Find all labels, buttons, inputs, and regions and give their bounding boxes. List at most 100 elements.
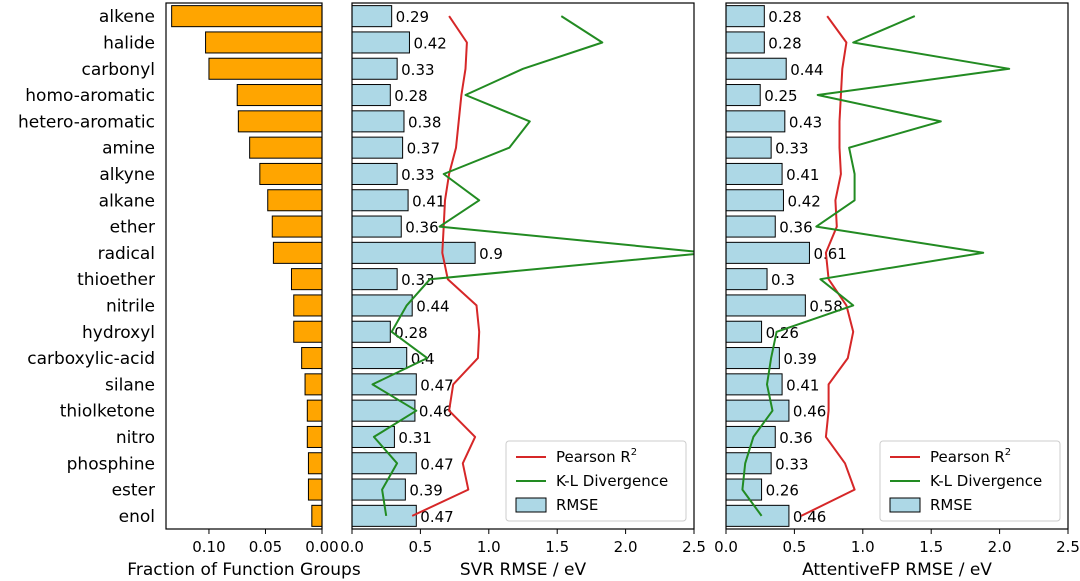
attentivefp-rmse-bar-enol: [725, 504, 790, 527]
svr-series-lines: [371, 15, 694, 517]
svr-value-label-phosphine: 0.47: [420, 455, 453, 473]
attentivefp-axes-frame: [725, 2, 1069, 530]
svr-value-label-alkane: 0.41: [412, 192, 445, 210]
attentivefp-panel: 0.280.280.440.250.430.330.410.420.360.61…: [714, 2, 1080, 580]
fraction-panel: 0.10 0.05 0.00 Fraction of Function Groups: [127, 2, 361, 580]
attentivefp-value-label-thioether: 0.3: [771, 271, 795, 289]
fraction-bar-halide: [205, 31, 323, 54]
svr-value-label-amine: 0.37: [407, 140, 440, 158]
svr-rmse-bars: [351, 5, 476, 527]
fraction-bar-alkyne: [259, 162, 323, 185]
category-label-amine: amine: [102, 139, 155, 159]
attentivefp-value-label-radical: 0.61: [813, 245, 846, 263]
svr-rmse-bar-alkane: [351, 189, 409, 212]
category-label-carbonyl: carbonyl: [81, 60, 155, 80]
attentivefp-value-label-hydroxyl: 0.26: [766, 324, 799, 342]
svr-rmse-bar-homo-aromatic: [351, 84, 391, 107]
svr-legend-label-pearson-r: Pearson R2: [556, 447, 637, 466]
fraction-bar-alkene: [171, 5, 323, 28]
svr-rmse-bar-phosphine: [351, 452, 417, 475]
svr-x-4-tick-label: 2.0: [614, 538, 638, 556]
attentivefp-value-label-halide: 0.28: [768, 34, 801, 52]
svr-rmse-bar-thioether: [351, 268, 398, 291]
attentivefp-value-labels: 0.280.280.440.250.430.330.410.420.360.61…: [764, 8, 847, 526]
fraction-bar-alkane: [267, 189, 323, 212]
attentivefp-value-label-nitrile: 0.58: [809, 297, 842, 315]
fraction-axes-frame: [165, 2, 323, 530]
category-label-alkyne: alkyne: [99, 165, 155, 185]
svr-rmse-bar-alkene: [351, 5, 393, 28]
svr-x-2-tick-label: 1.0: [477, 538, 501, 556]
category-label-thioether: thioether: [77, 270, 155, 290]
svr-panel: 0.29 0.42 0.33 0.28 0.38 0.37 0.33 0.41 0.36 0.9 0…: [340, 2, 706, 580]
fraction-bar-thiolketone: [306, 399, 323, 422]
attentivefp-series-lines: [741, 15, 1011, 517]
fraction-x-1-tick-label: 0.05: [249, 538, 282, 556]
svr-x-1-tick-label: 0.5: [408, 538, 432, 556]
category-label-hetero-aromatic: hetero-aromatic: [18, 112, 155, 132]
svr-legend-label-rmse: RMSE: [556, 496, 598, 514]
svr-rmse-bar-carbonyl: [351, 57, 398, 80]
svr-value-labels: 0.29 0.42 0.33 0.28 0.38 0.37 0.33 0.41 0.36 0.9 0…: [394, 8, 503, 526]
svr-value-label-hetero-aromatic: 0.38: [408, 113, 441, 131]
fraction-bar-amine: [249, 136, 323, 159]
fraction-x-0-tick-label: 0.10: [192, 538, 225, 556]
svr-value-label-thiolketone: 0.46: [419, 403, 452, 421]
category-label-thiolketone: thiolketone: [60, 402, 155, 422]
category-label-homo-aromatic: homo-aromatic: [25, 86, 155, 106]
svr-value-label-alkyne: 0.33: [401, 166, 434, 184]
attentivefp-legend-label-rmse: RMSE: [930, 496, 972, 514]
category-label-ether: ether: [110, 218, 155, 238]
fraction-bar-nitro: [306, 425, 323, 448]
category-label-hydroxyl: hydroxyl: [82, 323, 155, 343]
svr-rmse-bar-hydroxyl: [351, 320, 391, 343]
svr-legend: Pearson R2 K-L Divergence RMSE: [505, 440, 687, 522]
fraction-bar-hydroxyl: [293, 320, 323, 343]
attentivefp-x-5-tick-label: 2.5: [1056, 538, 1080, 556]
attentivefp-x-axis-label: AttentiveFP RMSE / eV: [802, 560, 992, 580]
svr-rmse-bar-hetero-aromatic: [351, 110, 405, 133]
svr-rmse-bar-carboxylic-acid: [351, 347, 408, 370]
fraction-x-2-tick-label: 0.00: [305, 538, 338, 556]
fraction-bar-hetero-aromatic: [237, 110, 323, 133]
attentivefp-x-2-tick-label: 1.0: [851, 538, 875, 556]
attentivefp-x-4-tick-label: 2.0: [988, 538, 1012, 556]
fraction-x-axis-label: Fraction of Function Groups: [127, 560, 361, 580]
svr-rmse-bar-ester: [351, 478, 406, 501]
attentivefp-legend-label-k-l-divergence: K-L Divergence: [930, 472, 1042, 490]
attentivefp-value-label-silane: 0.41: [786, 376, 819, 394]
svr-x-0-tick-label: 0.0: [340, 538, 364, 556]
svr-x-ticks: 0.0 0.5 1.0 1.5 2.0 2.5: [340, 529, 706, 556]
svr-rmse-bar-alkyne: [351, 162, 398, 185]
svr-value-label-radical: 0.9: [479, 245, 503, 263]
category-label-nitro: nitro: [116, 428, 155, 448]
svr-legend-label-k-l-divergence: K-L Divergence: [556, 472, 668, 490]
svr-value-label-homo-aromatic: 0.28: [394, 87, 427, 105]
attentivefp-value-label-enol: 0.46: [793, 508, 826, 526]
svr-x-axis-label: SVR RMSE / eV: [460, 560, 587, 580]
attentivefp-value-label-amine: 0.33: [775, 140, 808, 158]
fraction-bar-phosphine: [307, 452, 323, 475]
attentivefp-value-label-hetero-aromatic: 0.43: [789, 113, 822, 131]
svr-legend-box: [505, 440, 687, 522]
fraction-bar-enol: [311, 504, 323, 527]
attentivefp-legend: Pearson R2 K-L Divergence RMSE: [879, 440, 1061, 522]
attentivefp-rmse-bar-thiolketone: [725, 399, 790, 422]
category-label-ester: ester: [112, 481, 155, 501]
attentivefp-value-label-alkane: 0.42: [787, 192, 820, 210]
attentivefp-x-3-tick-label: 1.5: [919, 538, 943, 556]
attentivefp-value-label-ester: 0.26: [766, 482, 799, 500]
fraction-bars: [171, 5, 323, 527]
attentivefp-x-0-tick-label: 0.0: [714, 538, 738, 556]
attentivefp-legend-label-pearson-r: Pearson R2: [930, 447, 1011, 466]
attentivefp-rmse-bar-hetero-aromatic: [725, 110, 786, 133]
attentivefp-rmse-bar-silane: [725, 373, 783, 396]
svr-x-3-tick-label: 1.5: [545, 538, 569, 556]
svr-value-label-halide: 0.42: [413, 34, 446, 52]
attentivefp-value-label-ether: 0.36: [779, 219, 812, 237]
attentivefp-value-label-nitro: 0.36: [779, 429, 812, 447]
fraction-bar-homo-aromatic: [236, 84, 323, 107]
svr-value-label-nitrile: 0.44: [416, 297, 449, 315]
attentivefp-x-ticks: 0.0 0.5 1.0 1.5 2.0 2.5: [714, 529, 1080, 556]
